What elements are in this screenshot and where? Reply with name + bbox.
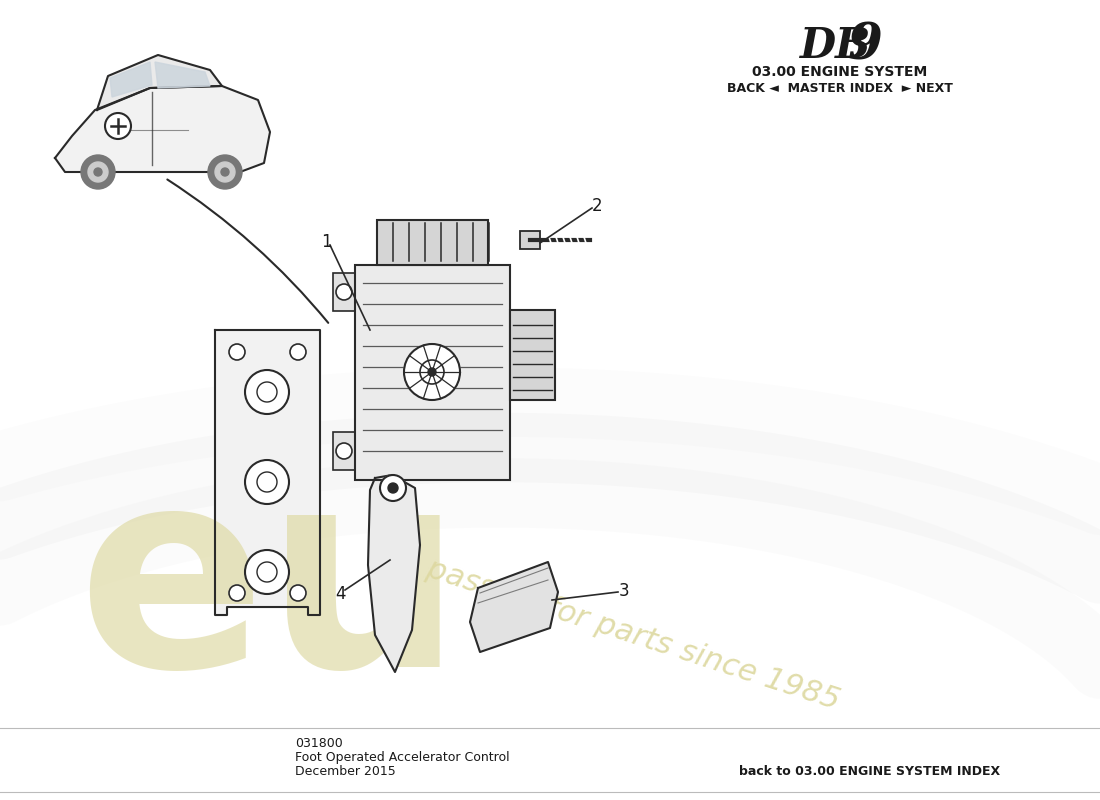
Text: DB: DB (800, 25, 871, 67)
Bar (355, 265, 510, 480)
Circle shape (208, 155, 242, 189)
Text: Foot Operated Accelerator Control: Foot Operated Accelerator Control (295, 751, 509, 764)
Text: back to 03.00 ENGINE SYSTEM INDEX: back to 03.00 ENGINE SYSTEM INDEX (739, 765, 1001, 778)
Polygon shape (55, 86, 270, 172)
Text: 9: 9 (848, 22, 882, 71)
Circle shape (379, 475, 406, 501)
Circle shape (104, 113, 131, 139)
Polygon shape (214, 330, 320, 615)
Text: 1: 1 (321, 233, 331, 251)
Circle shape (404, 344, 460, 400)
Circle shape (336, 443, 352, 459)
Text: December 2015: December 2015 (295, 765, 396, 778)
Bar (377, 220, 488, 265)
Text: eu: eu (77, 455, 463, 725)
Circle shape (88, 162, 108, 182)
Circle shape (245, 370, 289, 414)
Text: 4: 4 (336, 585, 346, 603)
Circle shape (428, 368, 436, 376)
Circle shape (229, 585, 245, 601)
Circle shape (245, 550, 289, 594)
Circle shape (336, 284, 352, 300)
Polygon shape (470, 562, 558, 652)
Text: 03.00 ENGINE SYSTEM: 03.00 ENGINE SYSTEM (752, 65, 927, 79)
Circle shape (221, 168, 229, 176)
Bar (333, 273, 355, 311)
Circle shape (290, 344, 306, 360)
Circle shape (245, 460, 289, 504)
Bar (520, 231, 540, 249)
Circle shape (94, 168, 102, 176)
Text: 2: 2 (592, 197, 603, 215)
Polygon shape (97, 55, 222, 110)
Circle shape (81, 155, 116, 189)
Text: 3: 3 (618, 582, 629, 600)
Bar (333, 432, 355, 470)
Polygon shape (368, 475, 420, 672)
Circle shape (388, 483, 398, 493)
Text: a passion for parts since 1985: a passion for parts since 1985 (396, 545, 844, 715)
Polygon shape (110, 62, 152, 97)
Text: BACK ◄  MASTER INDEX  ► NEXT: BACK ◄ MASTER INDEX ► NEXT (727, 82, 953, 95)
Text: 031800: 031800 (295, 737, 343, 750)
Polygon shape (155, 62, 210, 88)
Circle shape (290, 585, 306, 601)
Circle shape (229, 344, 245, 360)
Circle shape (214, 162, 235, 182)
Bar (510, 310, 556, 400)
